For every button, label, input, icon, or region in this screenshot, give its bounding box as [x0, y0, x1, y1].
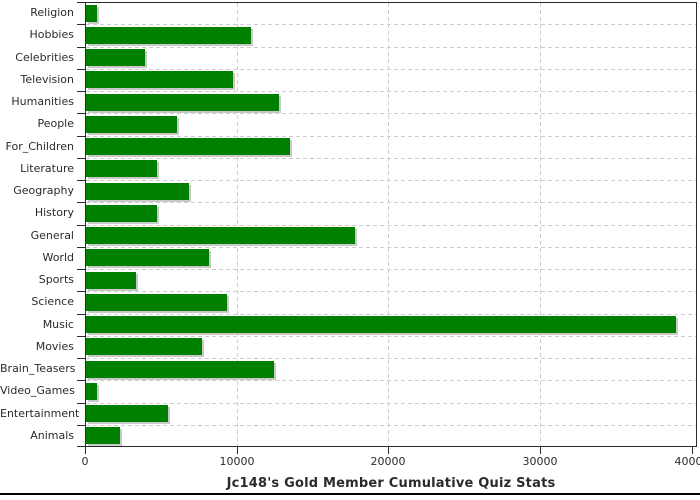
y-axis-tick — [77, 291, 85, 292]
bar-entertainment — [86, 405, 168, 422]
x-axis-tick — [540, 447, 541, 454]
category-label: Video_Games — [0, 384, 75, 397]
gridline-horizontal — [86, 380, 696, 381]
category-label: Hobbies — [29, 28, 74, 41]
y-axis-tick — [77, 158, 85, 159]
y-axis-tick — [77, 113, 85, 114]
gridline-horizontal — [86, 113, 696, 114]
y-axis-tick — [77, 425, 85, 426]
bar-video_games — [86, 383, 97, 400]
bar-people — [86, 116, 177, 133]
bar-hobbies — [86, 27, 251, 44]
category-label: Literature — [20, 162, 74, 175]
y-axis-tick — [77, 446, 85, 447]
gridline-horizontal — [86, 91, 696, 92]
bar-music — [86, 316, 676, 333]
bottom-border-line — [0, 493, 700, 495]
y-axis-tick — [77, 269, 85, 270]
x-tick-label: 30000 — [522, 455, 558, 468]
x-tick-label: 10000 — [219, 455, 255, 468]
gridline-horizontal — [86, 291, 696, 292]
x-tick-label: 20000 — [370, 455, 406, 468]
bar-brain_teasers — [86, 361, 274, 378]
gridline-horizontal — [86, 314, 696, 315]
category-label: Entertainment — [0, 407, 80, 420]
y-axis-tick — [77, 136, 85, 137]
y-axis-tick — [77, 314, 85, 315]
bar-for_children — [86, 138, 290, 155]
gridline-horizontal — [86, 336, 696, 337]
gridline-horizontal — [86, 425, 696, 426]
y-axis-tick — [77, 336, 85, 337]
gridline-vertical — [540, 3, 541, 446]
y-axis-tick — [77, 403, 85, 404]
y-axis-tick — [77, 69, 85, 70]
bar-geography — [86, 183, 189, 200]
gridline-horizontal — [86, 225, 696, 226]
category-label: Music — [42, 318, 74, 331]
gridline-horizontal — [86, 358, 696, 359]
gridline-horizontal — [86, 403, 696, 404]
bar-religion — [86, 5, 97, 22]
y-axis-tick — [77, 47, 85, 48]
bar-literature — [86, 160, 157, 177]
y-axis-tick — [77, 91, 85, 92]
category-label: History — [34, 206, 74, 219]
category-label: For_Children — [5, 140, 74, 153]
gridline-horizontal — [86, 24, 696, 25]
bar-humanities — [86, 94, 279, 111]
x-axis-tick — [237, 447, 238, 454]
category-label: World — [42, 251, 74, 264]
category-label: Animals — [30, 429, 74, 442]
gridline-horizontal — [86, 180, 696, 181]
bar-world — [86, 249, 209, 266]
x-tick-label: 0 — [81, 455, 89, 468]
category-label: Humanities — [11, 95, 74, 108]
bar-science — [86, 294, 227, 311]
category-label: Television — [20, 73, 75, 86]
y-axis-tick — [77, 225, 85, 226]
gridline-horizontal — [86, 247, 696, 248]
category-label: People — [37, 117, 74, 130]
y-axis-tick — [77, 2, 85, 3]
bar-celebrities — [86, 49, 145, 66]
y-axis-tick — [77, 380, 85, 381]
gridline-horizontal — [86, 47, 696, 48]
category-label: Science — [31, 295, 74, 308]
bar-history — [86, 205, 157, 222]
gridline-vertical — [237, 3, 238, 446]
y-axis-tick — [77, 202, 85, 203]
category-label: General — [30, 229, 74, 242]
chart-title: Jc148's Gold Member Cumulative Quiz Stat… — [226, 476, 556, 491]
x-axis-tick — [692, 447, 693, 454]
gridline-horizontal — [86, 202, 696, 203]
category-label: Movies — [35, 340, 74, 353]
bar-movies — [86, 338, 202, 355]
y-axis-tick — [77, 24, 85, 25]
gridline-horizontal — [86, 269, 696, 270]
y-axis-tick — [77, 247, 85, 248]
x-tick-label: 40000 — [674, 455, 700, 468]
category-label: Sports — [38, 273, 74, 286]
category-label: Religion — [30, 6, 74, 19]
bar-sports — [86, 272, 136, 289]
y-axis-tick — [77, 180, 85, 181]
category-label: Geography — [13, 184, 74, 197]
category-label: Brain_Teasers — [0, 362, 76, 375]
y-axis-tick — [77, 358, 85, 359]
bar-general — [86, 227, 355, 244]
bar-television — [86, 71, 233, 88]
bar-animals — [86, 427, 120, 444]
gridline-horizontal — [86, 69, 696, 70]
category-label: Celebrities — [15, 51, 74, 64]
gridline-horizontal — [86, 136, 696, 137]
x-axis-tick — [85, 447, 86, 454]
gridline-horizontal — [86, 158, 696, 159]
x-axis-tick — [388, 447, 389, 454]
gridline-vertical — [388, 3, 389, 446]
